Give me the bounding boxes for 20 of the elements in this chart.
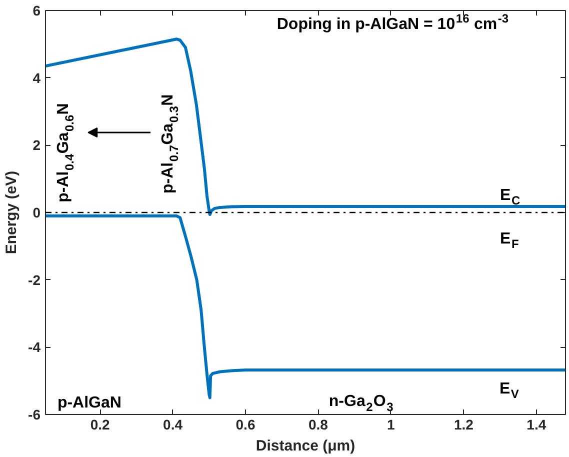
x-axis-title: Distance (μm) <box>256 438 356 454</box>
y-tick-label: -2 <box>28 272 41 288</box>
annotation: p-Al0.7Ga0.3N <box>160 94 181 194</box>
x-tick-label: 0.6 <box>236 416 256 432</box>
y-tick-label: -6 <box>28 406 41 422</box>
y-tick-label: -4 <box>28 339 41 356</box>
y-tick-label: 6 <box>32 2 41 18</box>
x-tick-label: 0.2 <box>90 416 110 432</box>
x-tick-label: 1 <box>387 416 396 432</box>
x-tick-label: 1.4 <box>526 416 546 432</box>
y-tick-label: 4 <box>32 70 41 86</box>
y-axis-title: Energy (eV) <box>3 170 20 254</box>
line-series <box>46 38 566 216</box>
y-tick-label: 2 <box>32 137 41 154</box>
annotation: p-Al0.4Ga0.6N <box>55 103 76 202</box>
annotation: p-AlGaN <box>57 394 122 412</box>
x-tick-label: 1.2 <box>454 416 474 432</box>
x-tick-label: 0.4 <box>163 416 183 432</box>
x-tick-label: 0.8 <box>308 416 328 432</box>
y-tick-label: 0 <box>32 204 41 220</box>
